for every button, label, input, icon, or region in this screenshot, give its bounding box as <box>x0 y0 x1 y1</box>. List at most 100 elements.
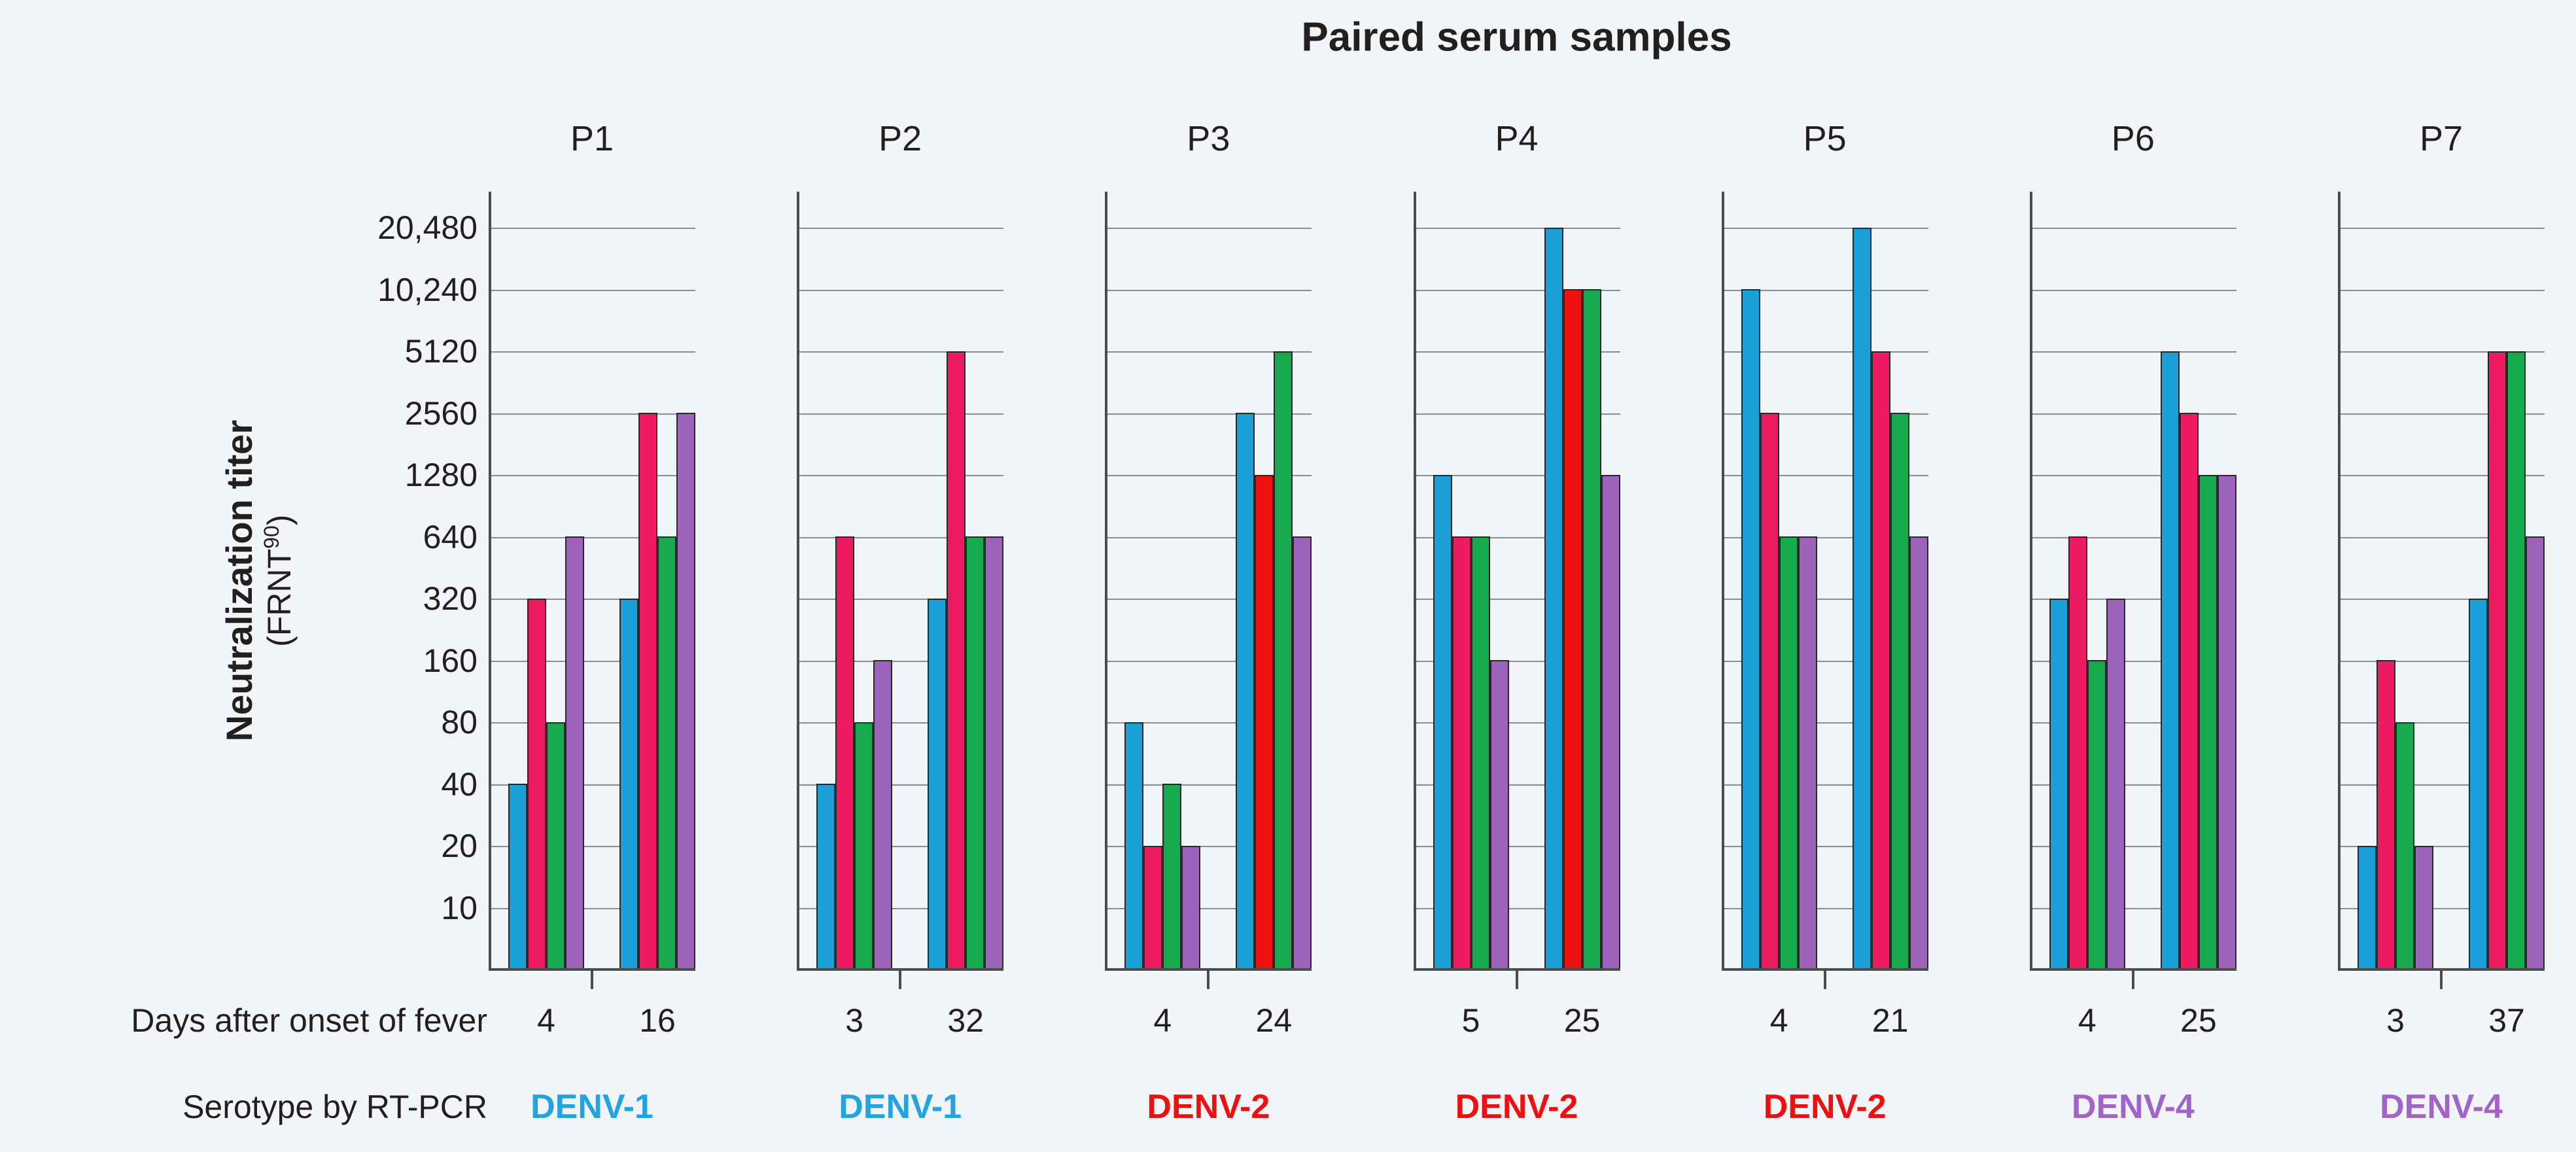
gridline <box>1105 907 1312 909</box>
day-label-P7-g1: 3 <box>2386 1002 2405 1039</box>
day-label-P7-g2: 37 <box>2488 1002 2525 1039</box>
panel-title-P6: P6 <box>2111 119 2155 158</box>
gridline <box>2338 722 2545 724</box>
gridline <box>489 846 695 847</box>
y-axis-tick-label: 5120 <box>404 333 478 370</box>
bar-P7-g2-blue <box>2469 599 2488 969</box>
panel-title-P4: P4 <box>1495 119 1539 158</box>
bar-P1-g2-blue <box>619 599 638 969</box>
bar-P5-g1-green <box>1779 536 1798 969</box>
gridline <box>2029 289 2237 291</box>
plot-area-P1 <box>489 192 695 989</box>
gridline <box>1105 846 1312 847</box>
panel-title-P5: P5 <box>1803 119 1847 158</box>
bar-P5-g2-purple <box>1909 536 1928 969</box>
y-axis-spine <box>797 192 800 969</box>
gridline <box>489 413 695 415</box>
gridline <box>1105 536 1312 538</box>
gridline <box>2338 536 2545 538</box>
bar-P3-g2-green <box>1274 351 1293 969</box>
y-axis-tick-label: 10,240 <box>377 271 478 308</box>
panel-title-P2: P2 <box>879 119 922 158</box>
bar-P6-g1-green <box>2087 660 2106 969</box>
panel-title-P1: P1 <box>570 119 614 158</box>
x-axis-baseline <box>1413 968 1620 971</box>
gridline <box>1105 475 1312 476</box>
panel-P1: P1 4 16 DENV-1 <box>489 0 695 1152</box>
bar-P6-g2-pink <box>2179 413 2199 969</box>
gridline <box>489 475 695 476</box>
plot-area-P7 <box>2338 192 2545 989</box>
gridline <box>1105 784 1312 786</box>
bar-P3-g2-red <box>1255 475 1274 969</box>
bar-P5-g2-green <box>1890 413 1909 969</box>
serotype-label-P4: DENV-2 <box>1455 1088 1578 1126</box>
day-label-P3-g2: 24 <box>1255 1002 1293 1039</box>
gridline <box>2338 475 2545 476</box>
bar-P2-g2-purple <box>984 536 1004 969</box>
bar-P7-g1-blue <box>2358 846 2376 969</box>
serotype-label-P5: DENV-2 <box>1763 1088 1887 1126</box>
gridline <box>489 722 695 724</box>
bar-P4-g1-purple <box>1489 660 1509 969</box>
gridline <box>1721 784 1928 786</box>
gridline <box>797 846 1004 847</box>
gridline <box>1413 907 1620 909</box>
gridline <box>2029 413 2237 415</box>
plot-area-P4 <box>1413 192 1620 989</box>
x-axis-center-tick <box>1823 969 1826 989</box>
gridline <box>2029 907 2237 909</box>
gridline <box>1721 413 1928 415</box>
bar-P2-g2-blue <box>928 599 947 969</box>
gridline <box>797 413 1004 415</box>
gridline <box>2338 907 2545 909</box>
gridline <box>797 722 1004 724</box>
gridline <box>489 536 695 538</box>
bar-P5-g1-purple <box>1798 536 1817 969</box>
x-axis-center-tick <box>2131 969 2134 989</box>
y-axis-tick-label: 20,480 <box>377 209 478 246</box>
bar-P3-g2-purple <box>1293 536 1312 969</box>
serotype-label-P1: DENV-1 <box>531 1088 653 1126</box>
y-axis-spine <box>1721 192 1724 969</box>
gridline <box>1721 536 1928 538</box>
y-axis-tick-label: 160 <box>423 642 478 679</box>
gridline <box>1413 536 1620 538</box>
bar-P3-g1-purple <box>1181 846 1201 969</box>
gridline <box>1413 413 1620 415</box>
bar-P1-g2-pink <box>638 413 657 969</box>
plot-area-P6 <box>2029 192 2237 989</box>
gridline <box>1413 784 1620 786</box>
bar-P6-g1-blue <box>2049 599 2068 969</box>
y-axis-spine <box>2338 192 2341 969</box>
y-axis-tick-label: 10 <box>441 889 478 926</box>
plot-area-P5 <box>1721 192 1928 989</box>
gridline <box>489 599 695 600</box>
gridline <box>797 536 1004 538</box>
bar-P6-g2-purple <box>2217 475 2237 969</box>
bar-P7-g1-purple <box>2414 846 2433 969</box>
gridline <box>2029 846 2237 847</box>
panel-P3: P3 4 24 DENV-2 <box>1105 0 1312 1152</box>
gridline <box>1721 475 1928 476</box>
day-label-P5-g1: 4 <box>1769 1002 1788 1039</box>
day-label-P6-g1: 4 <box>2078 1002 2097 1039</box>
serotype-label-P3: DENV-2 <box>1147 1088 1270 1126</box>
bar-P2-g1-purple <box>873 660 893 969</box>
day-label-P4-g2: 25 <box>1563 1002 1601 1039</box>
gridline <box>1721 289 1928 291</box>
gridline <box>1105 289 1312 291</box>
bar-P5-g2-blue <box>1852 228 1871 969</box>
y-axis-tick-label: 320 <box>423 580 478 617</box>
days-row-label: Days after onset of fever <box>131 1002 487 1039</box>
x-axis-baseline <box>2338 968 2545 971</box>
bar-P4-g2-purple <box>1601 475 1620 969</box>
bar-P6-g2-green <box>2198 475 2218 969</box>
bar-P1-g1-pink <box>527 599 546 969</box>
bar-P3-g1-blue <box>1124 722 1144 969</box>
gridline <box>1413 475 1620 476</box>
day-label-P2-g2: 32 <box>947 1002 984 1039</box>
bar-P5-g2-pink <box>1871 351 1890 969</box>
panel-P5: P5 4 21 DENV-2 <box>1721 0 1928 1152</box>
bar-P4-g1-green <box>1471 536 1490 969</box>
